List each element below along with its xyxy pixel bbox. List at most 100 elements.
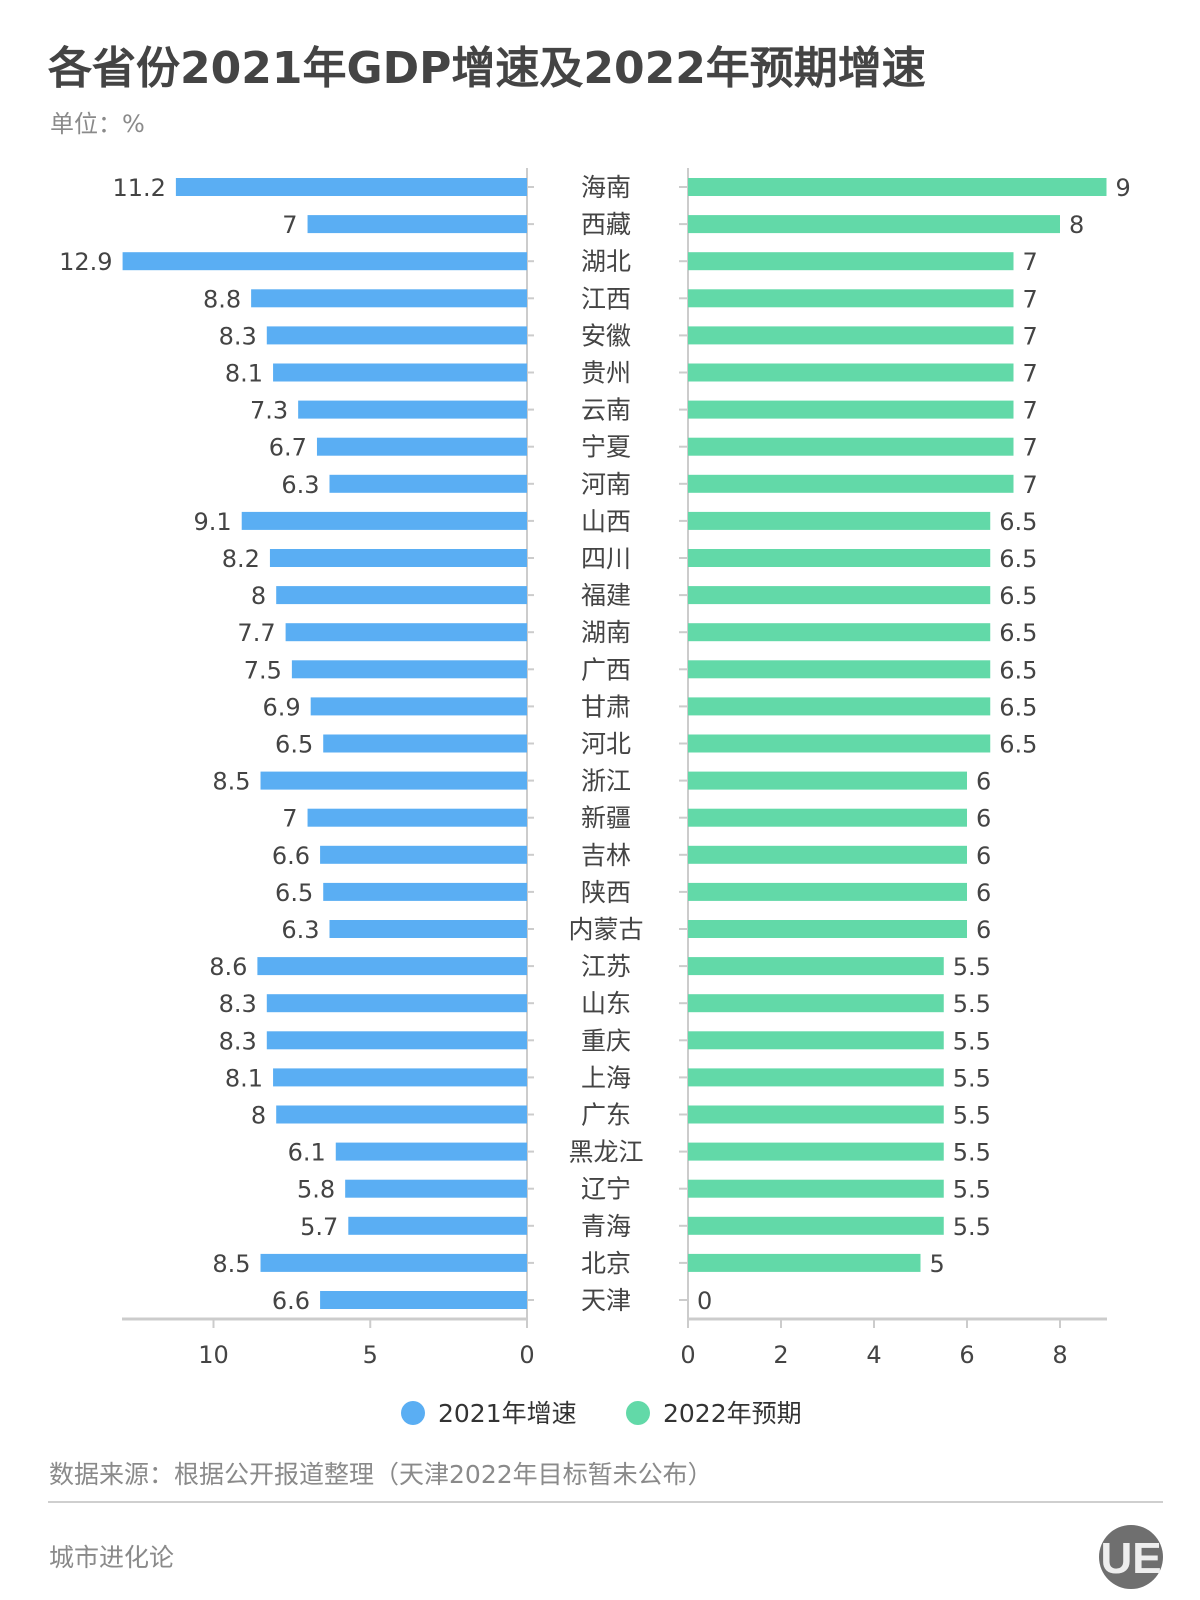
data-label-2022-海南: 9	[1116, 174, 1131, 202]
bar-2022-江苏	[688, 957, 944, 976]
data-label-2022-江西: 7	[1023, 285, 1038, 313]
data-label-2022-浙江: 6	[976, 768, 991, 796]
data-label-2022-湖北: 7	[1023, 248, 1038, 276]
right-axis-tick-label: 2	[773, 1341, 788, 1369]
bar-2021-新疆	[307, 808, 527, 827]
category-label-海南: 海南	[581, 173, 631, 202]
bar-2021-重庆	[266, 1031, 527, 1050]
right-axis-tick-label: 6	[959, 1341, 974, 1369]
category-label-江西: 江西	[581, 284, 631, 313]
category-label-北京: 北京	[581, 1249, 631, 1278]
category-label-福建: 福建	[581, 581, 631, 610]
bar-2021-黑龙江	[335, 1142, 527, 1161]
data-label-2021-甘肃: 6.9	[263, 693, 301, 721]
data-label-2021-内蒙古: 6.3	[281, 916, 319, 944]
data-label-2022-贵州: 7	[1023, 360, 1038, 388]
data-label-2022-湖南: 6.5	[999, 619, 1037, 647]
category-label-山东: 山东	[581, 989, 631, 1018]
bar-2022-上海	[688, 1068, 944, 1087]
data-label-2021-四川: 8.2	[222, 545, 260, 573]
data-label-2021-山东: 8.3	[219, 990, 257, 1018]
category-label-上海: 上海	[581, 1063, 631, 1092]
bar-2022-广东	[688, 1105, 944, 1124]
legend[interactable]: 2021年增速 2022年预期	[401, 1399, 802, 1428]
data-label-2021-江西: 8.8	[203, 285, 241, 313]
legend-label-2021[interactable]: 2021年增速	[438, 1399, 577, 1428]
footer-brand: 城市进化论	[49, 1543, 174, 1572]
bar-2021-天津	[320, 1291, 527, 1309]
bar-2021-山西	[241, 511, 527, 530]
category-label-吉林: 吉林	[581, 841, 631, 870]
category-label-重庆: 重庆	[581, 1026, 631, 1055]
data-label-2021-陕西: 6.5	[275, 879, 313, 907]
legend-label-2022[interactable]: 2022年预期	[663, 1399, 802, 1428]
data-label-2021-辽宁: 5.8	[297, 1176, 335, 1204]
data-label-2022-辽宁: 5.5	[953, 1176, 991, 1204]
data-label-2021-福建: 8	[251, 582, 266, 610]
category-label-辽宁: 辽宁	[581, 1175, 631, 1204]
bar-2021-湖北	[122, 252, 528, 271]
category-label-浙江: 浙江	[581, 767, 631, 796]
data-label-2021-广西: 7.5	[244, 656, 282, 684]
data-label-2022-重庆: 5.5	[953, 1027, 991, 1055]
data-label-2021-西藏: 7	[282, 211, 297, 239]
data-label-2022-北京: 5	[930, 1250, 945, 1278]
bar-2021-上海	[273, 1068, 527, 1087]
bar-2021-四川	[269, 549, 527, 567]
data-label-2022-新疆: 6	[976, 805, 991, 833]
category-label-云南: 云南	[581, 396, 631, 425]
bar-2022-宁夏	[688, 437, 1014, 456]
data-label-2022-山西: 6.5	[999, 508, 1037, 536]
category-label-贵州: 贵州	[581, 359, 631, 388]
bar-2022-内蒙古	[688, 920, 967, 938]
bar-2022-四川	[688, 549, 991, 567]
bar-2022-湖南	[688, 623, 991, 642]
bar-2022-新疆	[688, 808, 967, 827]
bar-2021-陕西	[323, 882, 527, 901]
category-label-内蒙古: 内蒙古	[568, 915, 643, 944]
data-label-2022-上海: 5.5	[953, 1064, 991, 1092]
data-label-2022-河北: 6.5	[999, 731, 1037, 759]
category-label-安徽: 安徽	[581, 321, 631, 350]
data-label-2022-陕西: 6	[976, 879, 991, 907]
data-label-2021-新疆: 7	[282, 805, 297, 833]
bar-2022-浙江	[688, 771, 967, 790]
bar-2021-甘肃	[310, 697, 527, 716]
left-axis-tick-label: 10	[198, 1341, 229, 1369]
bar-2022-陕西	[688, 882, 967, 901]
legend-marker-2022	[626, 1401, 650, 1425]
category-label-广西: 广西	[581, 655, 631, 684]
data-label-2022-青海: 5.5	[953, 1213, 991, 1241]
category-label-广东: 广东	[581, 1101, 631, 1130]
bar-2022-西藏	[688, 215, 1060, 234]
category-label-陕西: 陕西	[581, 878, 631, 907]
data-label-2022-内蒙古: 6	[976, 916, 991, 944]
bar-2021-河北	[323, 734, 527, 753]
bar-2021-北京	[260, 1253, 527, 1272]
data-label-2021-湖北: 12.9	[59, 248, 112, 276]
left-axis-tick-label: 0	[519, 1341, 534, 1369]
data-label-2022-黑龙江: 5.5	[953, 1139, 991, 1167]
bar-2022-江西	[688, 289, 1014, 308]
data-label-2021-吉林: 6.6	[272, 842, 310, 870]
data-label-2022-福建: 6.5	[999, 582, 1037, 610]
data-label-2021-宁夏: 6.7	[269, 434, 307, 462]
data-label-2021-重庆: 8.3	[219, 1027, 257, 1055]
data-label-2021-北京: 8.5	[212, 1250, 250, 1278]
category-label-河北: 河北	[581, 730, 631, 759]
bar-2022-辽宁	[688, 1179, 944, 1198]
category-label-天津: 天津	[581, 1286, 631, 1315]
unit-label: 单位：%	[50, 110, 145, 138]
category-label-江苏: 江苏	[581, 952, 631, 981]
bar-2022-河南	[688, 474, 1014, 493]
bar-2021-湖南	[285, 623, 527, 642]
data-label-2021-山西: 9.1	[194, 508, 232, 536]
right-axis-tick-label: 4	[866, 1341, 881, 1369]
bar-2021-青海	[348, 1216, 527, 1235]
bar-2021-安徽	[266, 326, 527, 345]
data-label-2022-安徽: 7	[1023, 322, 1038, 350]
bar-2022-北京	[688, 1253, 921, 1272]
bar-2021-宁夏	[316, 437, 527, 456]
bar-2021-云南	[298, 400, 527, 419]
